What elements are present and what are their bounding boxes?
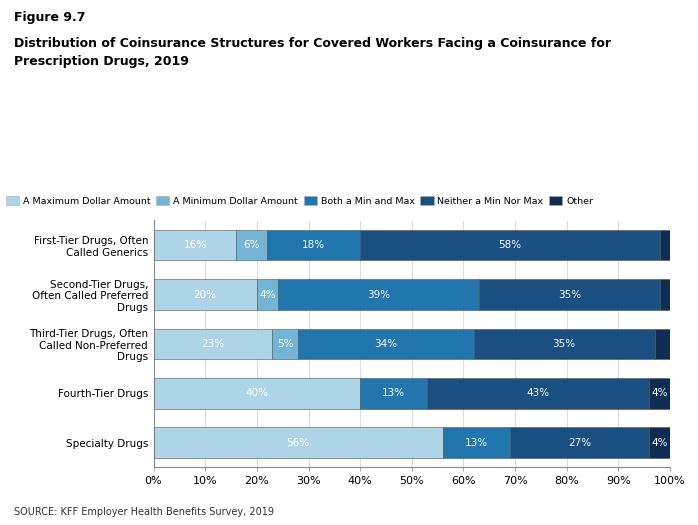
Text: 35%: 35%	[558, 289, 581, 300]
Bar	[154, 427, 443, 458]
Bar	[360, 378, 427, 408]
Text: SOURCE: KFF Employer Health Benefits Survey, 2019: SOURCE: KFF Employer Health Benefits Sur…	[14, 507, 274, 517]
Text: 16%: 16%	[184, 240, 207, 250]
Text: Figure 9.7: Figure 9.7	[14, 10, 85, 24]
Text: 27%: 27%	[568, 437, 591, 448]
Bar	[154, 230, 236, 260]
Text: 34%: 34%	[374, 339, 398, 349]
Text: 18%: 18%	[302, 240, 325, 250]
Bar	[154, 378, 360, 408]
Text: Distribution of Coinsurance Structures for Covered Workers Facing a Coinsurance : Distribution of Coinsurance Structures f…	[14, 37, 611, 68]
Bar	[649, 427, 670, 458]
Bar	[360, 230, 660, 260]
Bar	[479, 279, 660, 310]
Bar	[649, 378, 670, 408]
Text: 35%: 35%	[553, 339, 576, 349]
Text: 4%: 4%	[651, 388, 668, 398]
Text: 4%: 4%	[259, 289, 276, 300]
Bar	[154, 329, 272, 359]
Text: 13%: 13%	[383, 388, 406, 398]
Bar	[655, 329, 670, 359]
Bar	[510, 427, 649, 458]
Text: 39%: 39%	[366, 289, 389, 300]
Text: 13%: 13%	[465, 437, 488, 448]
Bar	[474, 329, 655, 359]
Bar	[660, 279, 670, 310]
Text: 6%: 6%	[244, 240, 260, 250]
Bar	[257, 279, 278, 310]
Text: 40%: 40%	[246, 388, 268, 398]
Bar	[443, 427, 510, 458]
Bar	[236, 230, 267, 260]
Bar	[272, 329, 298, 359]
Bar	[267, 230, 360, 260]
Bar	[154, 279, 257, 310]
Text: 20%: 20%	[194, 289, 216, 300]
Text: 43%: 43%	[527, 388, 550, 398]
Text: 58%: 58%	[498, 240, 521, 250]
Text: 23%: 23%	[202, 339, 225, 349]
Text: 4%: 4%	[651, 437, 668, 448]
Text: 5%: 5%	[277, 339, 294, 349]
Text: 56%: 56%	[287, 437, 310, 448]
Bar	[278, 279, 479, 310]
Bar	[427, 378, 649, 408]
Bar	[660, 230, 675, 260]
Legend: A Maximum Dollar Amount, A Minimum Dollar Amount, Both a Min and Max, Neither a : A Maximum Dollar Amount, A Minimum Dolla…	[6, 196, 593, 206]
Bar	[298, 329, 474, 359]
